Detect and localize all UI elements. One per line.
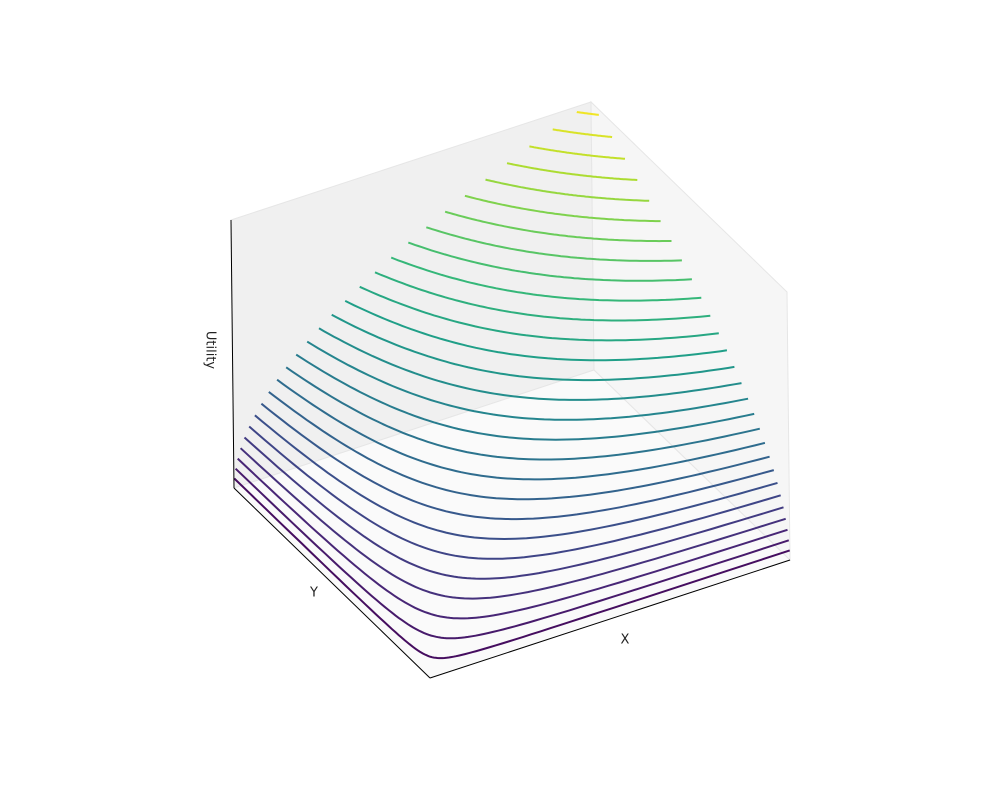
y-axis-label: Y (309, 586, 318, 601)
contour-line (285, 366, 761, 461)
contour-line (306, 340, 749, 421)
contour-line (426, 226, 682, 262)
contour-line (318, 327, 742, 401)
contour-line (529, 145, 626, 160)
x-axis-label: X (621, 633, 630, 648)
contour-line (243, 436, 784, 580)
contour-line (260, 402, 775, 521)
contour-line (444, 210, 672, 243)
contour-line (390, 256, 702, 302)
contour-line (506, 162, 638, 181)
contour-line (576, 111, 599, 116)
contour-line (276, 378, 766, 481)
contour-line (248, 425, 781, 560)
contour-line (295, 353, 755, 441)
contour-line (239, 447, 786, 600)
contour-line (234, 467, 790, 640)
contour-line (237, 457, 788, 620)
contour-line (254, 414, 778, 541)
contour-line (268, 391, 770, 501)
contour-line (485, 178, 650, 202)
x-axis-line (429, 559, 791, 679)
contour-line (344, 300, 728, 362)
contour-line (464, 194, 661, 223)
z-axis-label: Utility (203, 331, 218, 370)
contour-line (552, 128, 613, 139)
contour-line (374, 271, 711, 322)
contour-line (407, 241, 692, 282)
contour-line (331, 313, 735, 382)
z-axis-line (230, 219, 235, 489)
y-axis-line (233, 487, 431, 679)
contour-line (233, 477, 791, 660)
contour-line (359, 285, 719, 342)
